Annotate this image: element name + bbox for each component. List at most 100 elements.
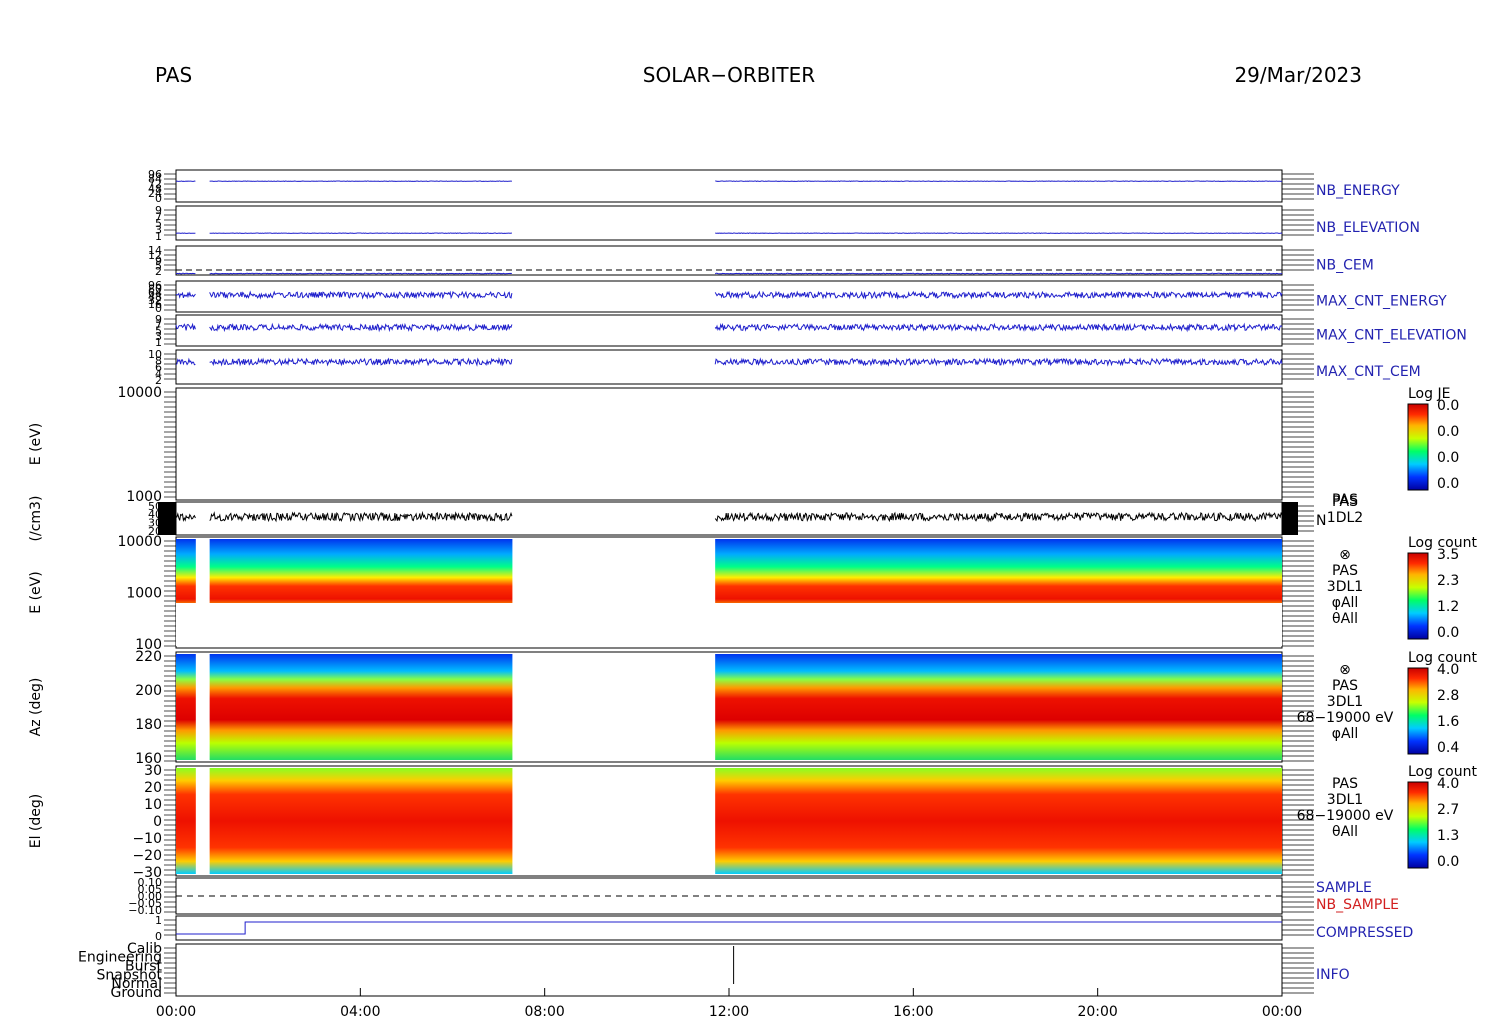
panel-side-label: 3DL1 [1327, 579, 1363, 595]
panel-label: MAX_CNT_ENERGY [1316, 294, 1447, 310]
data-line [176, 273, 195, 274]
data-line [210, 359, 512, 365]
y-tick-label: 220 [135, 649, 162, 665]
panel-side-label: 1DL2 [1327, 510, 1363, 526]
panel-info: CalibEngineeringBurstSnapshotNormalGroun… [78, 941, 1350, 1001]
x-tick-label: 12:00 [709, 1004, 749, 1020]
y-tick-label: 10000 [117, 385, 162, 401]
y-tick-label: 0 [153, 814, 162, 830]
x-tick-label: 00:00 [1262, 1004, 1302, 1020]
data-line [176, 293, 195, 298]
x-tick-label: 00:00 [156, 1004, 196, 1020]
y-axis-label: Az (deg) [28, 678, 44, 737]
data-line [210, 292, 512, 298]
density-line [715, 513, 1282, 521]
colorbar-tick: 2.8 [1437, 688, 1459, 704]
panel-frame [176, 246, 1282, 275]
heatmap-cells [715, 768, 1282, 874]
colorbar-tick: 2.7 [1437, 802, 1459, 818]
panel-side-label: 68−19000 eV [1297, 710, 1394, 726]
panel-frame [176, 315, 1282, 346]
panel-side-label: ⊗ [1339, 662, 1351, 678]
panel-label: NB_CEM [1316, 258, 1374, 274]
panel-side-label: PAS [1332, 494, 1358, 510]
edge-block [1282, 502, 1298, 535]
header-date: 29/Mar/2023 [1234, 63, 1362, 87]
panel-side-label: θAll [1332, 611, 1358, 627]
panel-side-label: 3DL1 [1327, 792, 1363, 808]
x-tick-label: 04:00 [340, 1004, 380, 1020]
x-tick-label: 16:00 [893, 1004, 933, 1020]
panel-label: MAX_CNT_CEM [1316, 364, 1421, 380]
heatmap-cells [176, 768, 196, 874]
panel-label: MAX_CNT_ELEVATION [1316, 328, 1467, 344]
y-axis-label: El (deg) [28, 794, 44, 849]
colorbar-tick: 0.0 [1437, 854, 1459, 870]
heatmap-cells [715, 654, 1282, 760]
colorbar-tick: 3.5 [1437, 547, 1459, 563]
y-tick-label: 1000 [126, 585, 162, 601]
density-line [176, 514, 195, 520]
colorbar [1408, 553, 1428, 639]
colorbar-tick: 0.4 [1437, 740, 1459, 756]
y-axis-label: E (eV) [28, 423, 44, 465]
y-tick-label: 2 [155, 265, 162, 278]
colorbar-tick: 0.0 [1437, 450, 1459, 466]
data-line [176, 324, 195, 330]
x-tick-label: 20:00 [1077, 1004, 1117, 1020]
y-tick-label: 20 [144, 780, 162, 796]
panel-frame [176, 350, 1282, 384]
y-tick-label: 10000 [117, 534, 162, 550]
panel-label: COMPRESSED [1316, 925, 1413, 941]
colorbar-tick: 0.0 [1437, 398, 1459, 414]
colorbar [1408, 404, 1428, 490]
panel-side-label: φAll [1332, 595, 1359, 611]
y-tick-label: −20 [132, 848, 162, 864]
heatmap-empty-band [176, 603, 1282, 646]
panel-frame [176, 206, 1282, 240]
sample-label: SAMPLE [1316, 880, 1372, 896]
data-line [176, 922, 1282, 934]
panel-side-label: PAS [1332, 563, 1358, 579]
panel-frame [176, 916, 1282, 940]
data-line [715, 359, 1282, 365]
heatmap-cells [210, 654, 513, 760]
colorbar-tick: 4.0 [1437, 776, 1459, 792]
colorbar-tick: 0.0 [1437, 476, 1459, 492]
colorbar-tick: 2.3 [1437, 573, 1459, 589]
panel-side-label: N [1316, 513, 1326, 529]
colorbar-tick: 0.0 [1437, 424, 1459, 440]
panel-side-label: 3DL1 [1327, 694, 1363, 710]
panel-frame [176, 388, 1282, 500]
header-mission: SOLAR−ORBITER [643, 63, 815, 87]
data-line [715, 324, 1282, 330]
y-tick-label: 1 [155, 230, 162, 243]
heatmap-cells [176, 654, 196, 760]
panel-label: NB_ELEVATION [1316, 220, 1420, 236]
panel-label: INFO [1316, 967, 1350, 983]
heatmap-cells [210, 768, 513, 874]
y-tick-label: 10 [144, 797, 162, 813]
y-tick-label: Ground [111, 985, 163, 1001]
panel-frame [176, 170, 1282, 202]
panel-side-label: PAS [1332, 678, 1358, 694]
colorbar-tick: 1.3 [1437, 828, 1459, 844]
colorbar-tick: 4.0 [1437, 662, 1459, 678]
header-instrument: PAS [155, 63, 192, 87]
panel-side-label: 68−19000 eV [1297, 808, 1394, 824]
data-line [176, 359, 195, 364]
